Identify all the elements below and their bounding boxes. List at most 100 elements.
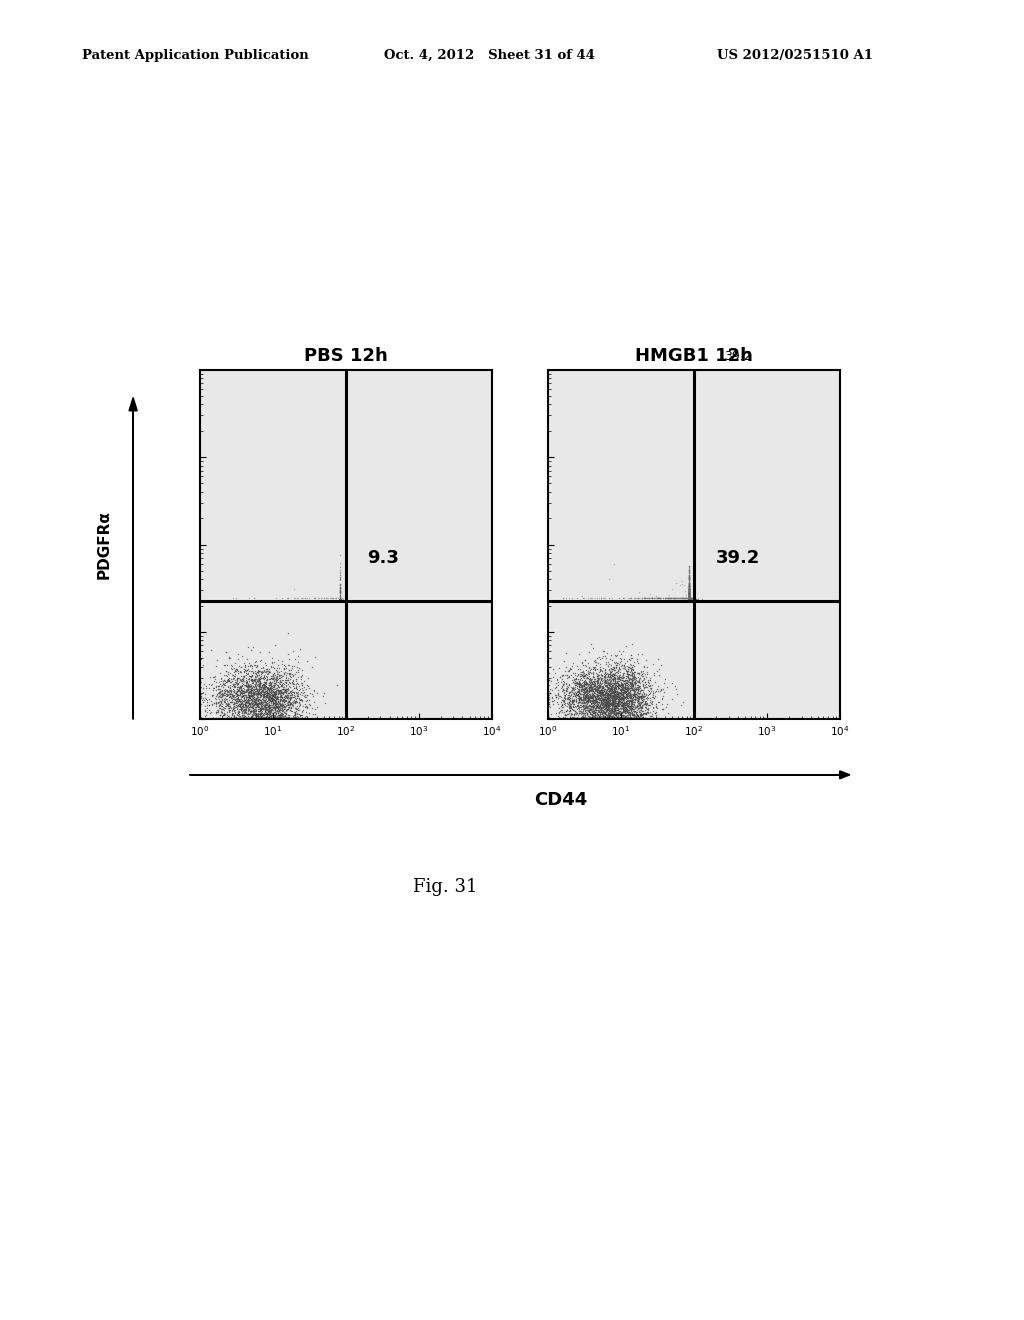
Point (332, 589, 348, 610)
Point (273, 676, 290, 697)
Point (680, 589, 696, 610)
Point (332, 589, 348, 610)
Point (680, 589, 696, 610)
Point (669, 587, 685, 609)
Point (332, 578, 348, 599)
Point (660, 585, 677, 606)
Point (680, 589, 696, 610)
Point (278, 667, 294, 688)
Point (253, 693, 269, 714)
Point (680, 589, 696, 610)
Point (592, 685, 608, 706)
Point (273, 697, 290, 718)
Point (680, 589, 696, 610)
Point (621, 669, 637, 690)
Point (265, 690, 282, 711)
Point (626, 680, 642, 701)
Point (583, 681, 599, 702)
Point (594, 682, 610, 704)
Point (271, 701, 288, 722)
Point (219, 669, 236, 690)
Point (611, 708, 628, 729)
Point (226, 653, 243, 675)
Point (577, 690, 593, 711)
Point (680, 589, 696, 610)
Point (591, 668, 607, 689)
Point (631, 708, 647, 729)
Point (594, 587, 610, 609)
Point (680, 589, 696, 610)
Point (602, 677, 618, 698)
Point (248, 697, 264, 718)
Point (680, 589, 696, 610)
Point (677, 587, 693, 609)
Point (680, 578, 696, 599)
Point (680, 583, 696, 605)
Point (278, 708, 294, 729)
Point (642, 583, 658, 605)
Point (680, 583, 696, 605)
Point (680, 589, 696, 610)
Point (680, 589, 696, 610)
Point (578, 685, 594, 706)
Point (609, 677, 626, 698)
Point (680, 589, 696, 610)
Point (257, 668, 273, 689)
Point (241, 678, 257, 700)
Point (582, 708, 598, 729)
Point (332, 586, 348, 607)
Point (572, 657, 589, 678)
Point (641, 694, 657, 715)
Point (680, 589, 696, 610)
Point (244, 673, 260, 694)
Point (247, 680, 263, 701)
Point (680, 589, 696, 610)
Point (611, 659, 628, 680)
Point (644, 697, 660, 718)
Point (680, 589, 696, 610)
Point (618, 701, 635, 722)
Text: PDGFRα: PDGFRα (97, 510, 112, 579)
Point (571, 668, 588, 689)
Point (332, 589, 348, 610)
Point (615, 708, 632, 729)
Point (680, 589, 696, 610)
Point (332, 589, 348, 610)
Point (680, 589, 696, 610)
Point (625, 659, 641, 680)
Point (219, 682, 236, 704)
Point (588, 689, 604, 710)
Point (680, 589, 696, 610)
Point (680, 589, 696, 610)
Point (639, 661, 655, 682)
Point (606, 690, 623, 711)
Point (680, 589, 696, 610)
Point (680, 589, 696, 610)
Point (634, 685, 650, 706)
Point (680, 589, 696, 610)
Point (612, 652, 629, 673)
Point (236, 667, 252, 688)
Point (680, 589, 696, 610)
Point (680, 589, 696, 610)
Point (332, 589, 348, 610)
Point (679, 587, 695, 609)
Point (629, 708, 645, 729)
Point (209, 649, 225, 671)
Point (637, 587, 653, 609)
Point (262, 701, 279, 722)
Point (587, 677, 603, 698)
Point (680, 589, 696, 610)
Point (680, 589, 696, 610)
Point (260, 673, 276, 694)
Point (250, 693, 266, 714)
Point (680, 589, 696, 610)
Point (260, 677, 276, 698)
Point (598, 684, 614, 705)
Point (680, 589, 696, 610)
Point (677, 587, 693, 609)
Point (273, 680, 290, 701)
Point (228, 685, 245, 706)
Point (573, 708, 590, 729)
Point (680, 589, 696, 610)
